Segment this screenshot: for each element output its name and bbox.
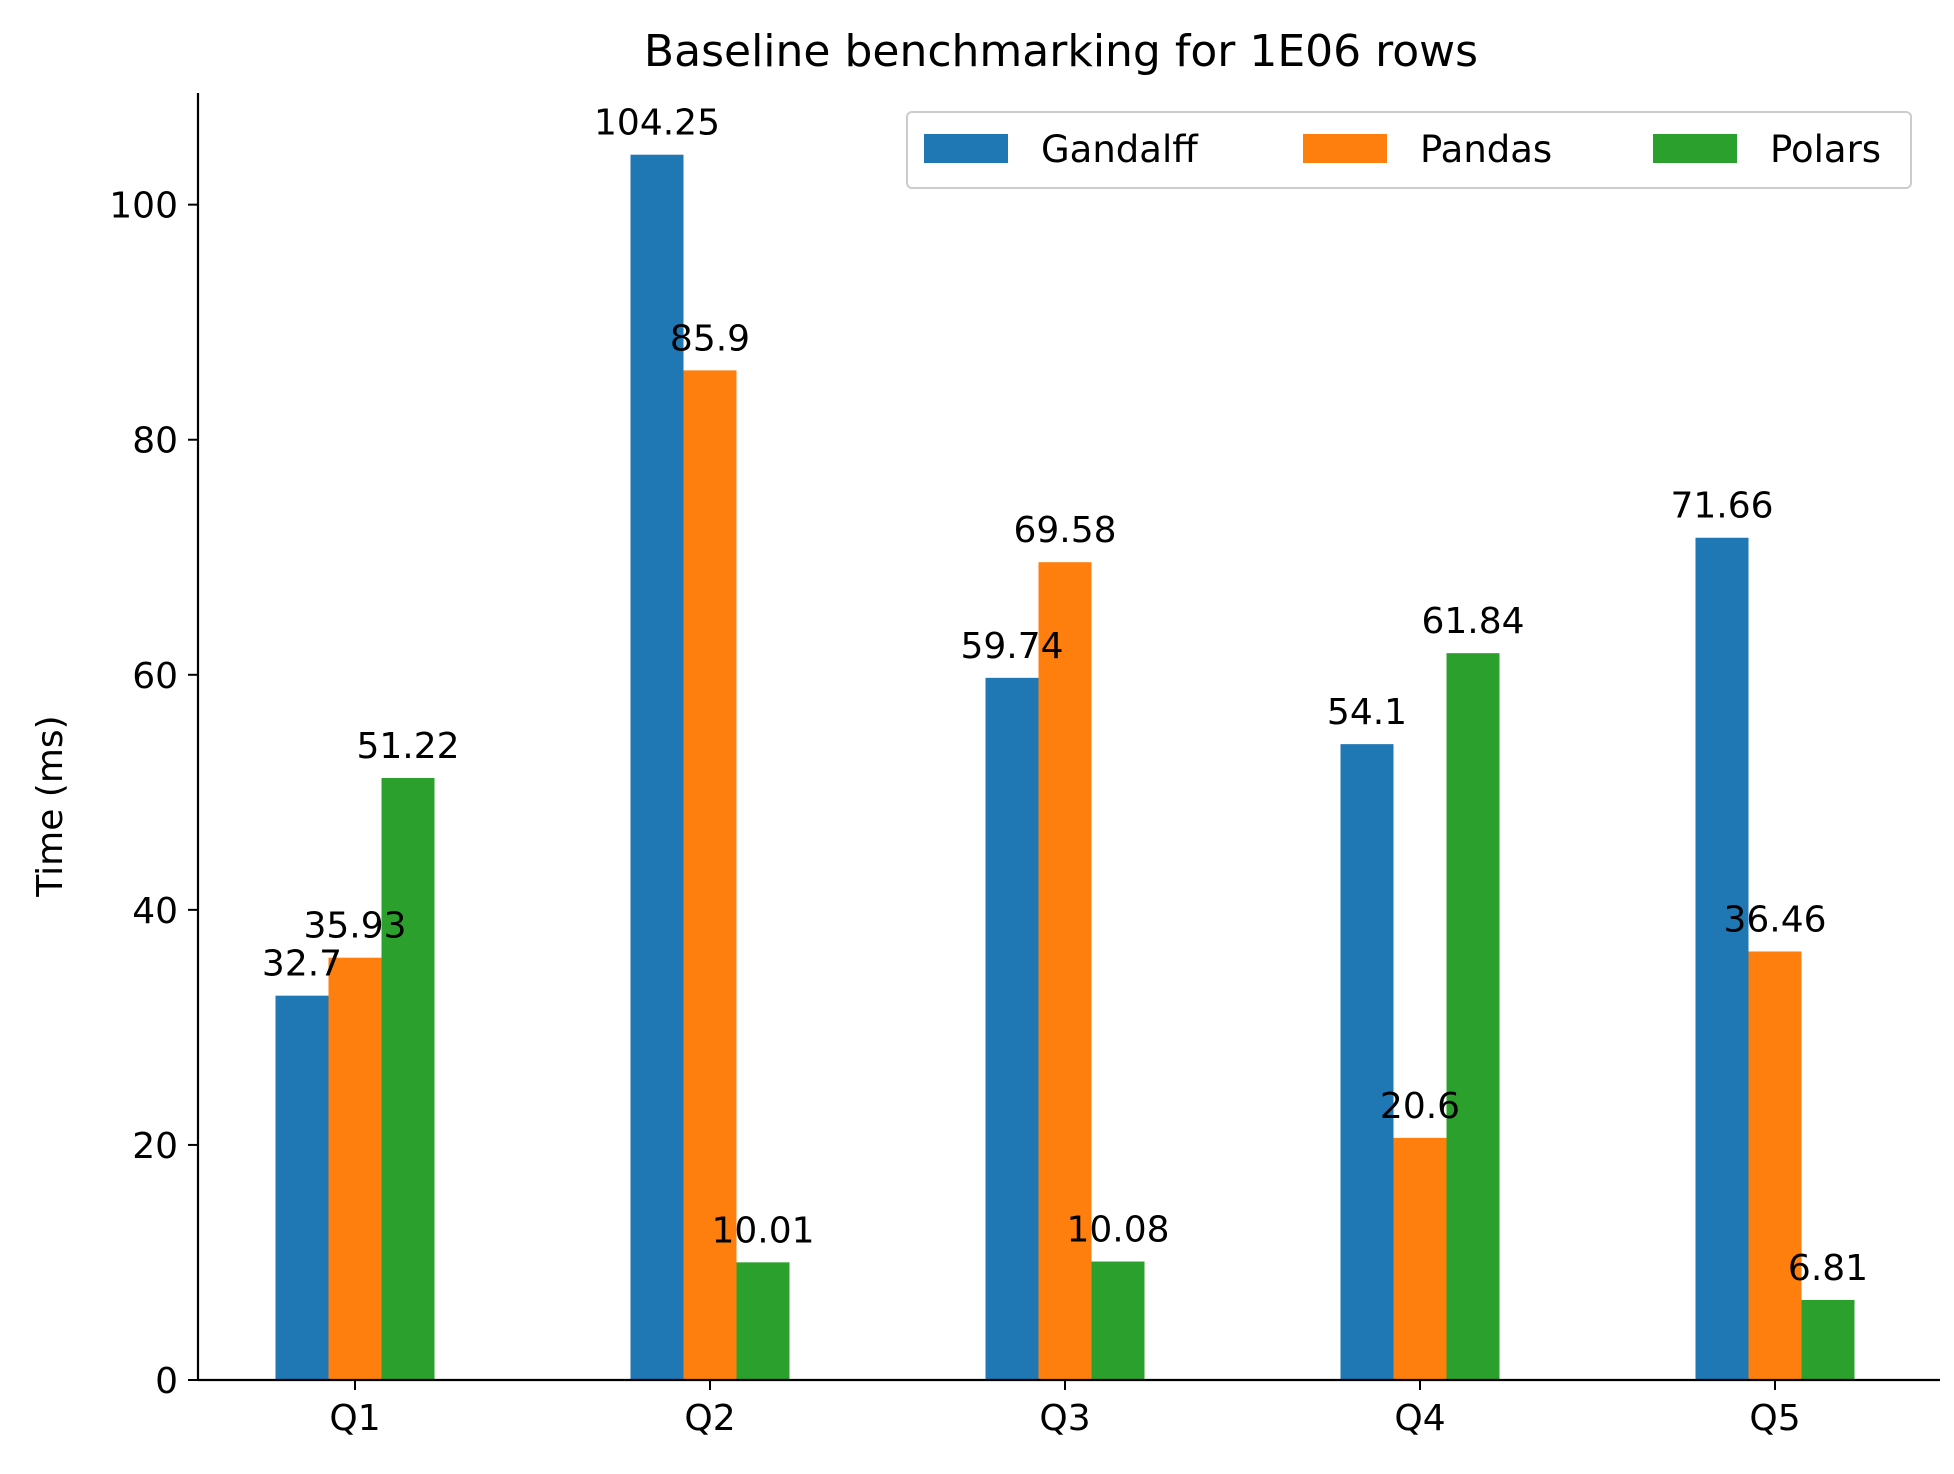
bar-gandalff-q5 bbox=[1695, 537, 1749, 1380]
bar-pandas-q2 bbox=[683, 370, 737, 1380]
bar-value-label-pandas-q5: 36.46 bbox=[1723, 899, 1826, 940]
legend-swatch-pandas bbox=[1303, 134, 1387, 163]
legend-swatch-polars bbox=[1653, 134, 1737, 163]
bar-value-label-gandalff-q5: 71.66 bbox=[1670, 486, 1773, 527]
bar-polars-q3 bbox=[1091, 1261, 1145, 1380]
bar-gandalff-q2 bbox=[630, 154, 684, 1381]
bar-value-label-polars-q3: 10.08 bbox=[1066, 1210, 1169, 1251]
bar-value-label-polars-q1: 51.22 bbox=[356, 726, 459, 767]
bar-value-label-gandalff-q4: 54.1 bbox=[1327, 692, 1407, 733]
bar-value-label-pandas-q3: 69.58 bbox=[1013, 510, 1116, 551]
bar-pandas-q1 bbox=[328, 957, 382, 1380]
bars-layer bbox=[275, 154, 1855, 1381]
bar-value-label-gandalff-q2: 104.25 bbox=[594, 103, 720, 144]
y-tick-label: 100 bbox=[109, 186, 178, 227]
legend-swatch-gandalff bbox=[924, 134, 1008, 163]
bar-polars-q4 bbox=[1446, 653, 1500, 1380]
y-axis-label: Time (ms) bbox=[30, 715, 71, 897]
bar-value-label-gandalff-q1: 32.7 bbox=[262, 944, 342, 985]
chart-title: Baseline benchmarking for 1E06 rows bbox=[644, 26, 1478, 77]
x-tick-label-q4: Q4 bbox=[1394, 1398, 1445, 1439]
bar-value-label-polars-q2: 10.01 bbox=[711, 1210, 814, 1251]
x-tick-label-q1: Q1 bbox=[329, 1398, 380, 1439]
legend-label-pandas: Pandas bbox=[1420, 128, 1552, 171]
x-tick-label-q3: Q3 bbox=[1039, 1398, 1090, 1439]
y-tick-label: 40 bbox=[132, 891, 178, 932]
bar-pandas-q3 bbox=[1038, 562, 1092, 1380]
bar-polars-q2 bbox=[736, 1262, 790, 1380]
bar-polars-q1 bbox=[381, 777, 435, 1380]
y-tick-label: 0 bbox=[155, 1361, 178, 1402]
bar-gandalff-q1 bbox=[275, 995, 329, 1380]
bar-value-label-pandas-q1: 35.93 bbox=[303, 906, 406, 947]
x-tick-label-q2: Q2 bbox=[684, 1398, 735, 1439]
legend-label-polars: Polars bbox=[1770, 128, 1881, 171]
bar-gandalff-q4 bbox=[1340, 744, 1394, 1380]
bar-labels-layer: 32.735.93 51.22 104.25 85.9 10.01 59.74 69.58 1… bbox=[262, 103, 1868, 1289]
y-tick-label: 20 bbox=[132, 1126, 178, 1167]
bar-value-label-pandas-q2: 85.9 bbox=[670, 318, 750, 359]
bar-value-label-gandalff-q3: 59.74 bbox=[960, 626, 1063, 667]
bar-polars-q5 bbox=[1801, 1299, 1855, 1380]
axes-layer: 0 20 40 60 80 100 Q1 Q2 Q3 Q4 Q5 bbox=[109, 93, 1940, 1439]
bar-value-label-polars-q4: 61.84 bbox=[1421, 601, 1524, 642]
legend: Gandalff Pandas Polars bbox=[906, 111, 1912, 189]
x-tick-label-q5: Q5 bbox=[1749, 1398, 1800, 1439]
legend-box bbox=[906, 111, 1912, 189]
y-tick-label: 80 bbox=[132, 421, 178, 462]
bar-gandalff-q3 bbox=[985, 677, 1039, 1380]
bar-value-label-polars-q5: 6.81 bbox=[1788, 1248, 1868, 1289]
bar-pandas-q5 bbox=[1748, 951, 1802, 1380]
bar-pandas-q4 bbox=[1393, 1137, 1447, 1380]
legend-label-gandalff: Gandalff bbox=[1041, 128, 1199, 171]
y-tick-label: 60 bbox=[132, 656, 178, 697]
bar-value-label-pandas-q4: 20.6 bbox=[1380, 1086, 1460, 1127]
